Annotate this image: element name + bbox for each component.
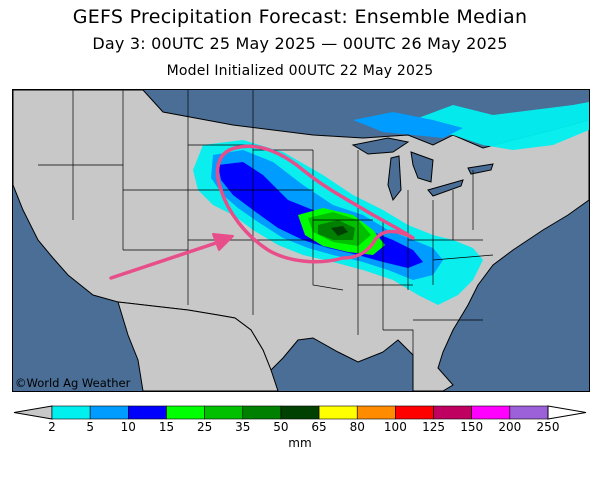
legend-bin — [89, 405, 129, 420]
lake-ontario — [467, 163, 494, 175]
state-boundaries — [38, 90, 494, 355]
legend-bin — [509, 405, 549, 420]
precip-50-65 — [331, 226, 348, 236]
legend-bin — [128, 405, 167, 420]
legend-tick-label: 150 — [460, 420, 484, 434]
precip-ne-blue — [353, 112, 463, 138]
color-legend: 2 5 10 15 25 35 50 65 80 100 125 150 200 250 mm — [0, 398, 600, 478]
legend-bin — [204, 405, 244, 420]
legend-bin — [242, 405, 282, 420]
annotation-arrowhead — [212, 233, 234, 251]
precipitation-map: ©World Ag Weather — [12, 89, 590, 392]
legend-tick-label: 15 — [158, 420, 175, 434]
precip-northeast — [413, 102, 589, 150]
legend-bin — [280, 405, 320, 420]
legend-tick-label: 125 — [422, 420, 445, 434]
legend-bin — [356, 405, 396, 420]
legend-bin-low — [13, 405, 53, 420]
legend-bin — [318, 405, 358, 420]
legend-bin — [433, 405, 472, 420]
legend-tick-label: 5 — [86, 420, 94, 434]
legend-tick-label: 65 — [311, 420, 327, 434]
map-credit: ©World Ag Weather — [15, 376, 131, 390]
forecast-period: Day 3: 00UTC 25 May 2025 — 00UTC 26 May … — [92, 34, 508, 53]
model-initialized: Model Initialized 00UTC 22 May 2025 — [166, 63, 434, 79]
legend-bin — [395, 405, 434, 420]
legend-tick-label: 250 — [536, 420, 560, 434]
mexico-land — [117, 301, 279, 391]
lake-michigan — [387, 155, 402, 202]
annotations — [109, 144, 415, 280]
legend-tick-label: 100 — [383, 420, 407, 434]
lake-superior — [351, 137, 410, 155]
legend-units: mm — [288, 436, 312, 450]
legend-tick-label: 25 — [196, 420, 213, 434]
lake-erie — [427, 179, 464, 197]
lake-huron — [410, 151, 434, 183]
legend-bin — [51, 405, 91, 420]
legend-colorbar — [13, 405, 587, 420]
annotation-loop — [215, 144, 415, 264]
annotation-arrow-shaft — [109, 238, 227, 280]
legend-tick-label: 35 — [235, 420, 251, 434]
legend-bin — [471, 405, 511, 420]
map-canvas — [13, 90, 589, 391]
legend-bin-high — [547, 405, 587, 420]
legend-tick-label: 50 — [273, 420, 289, 434]
legend-tick-label: 10 — [120, 420, 136, 434]
legend-tick-label: 200 — [498, 420, 522, 434]
legend-bin — [166, 405, 205, 420]
legend-tick-label: 2 — [48, 420, 56, 434]
map-title: GEFS Precipitation Forecast: Ensemble Me… — [72, 6, 528, 28]
legend-tick-label: 80 — [349, 420, 365, 434]
